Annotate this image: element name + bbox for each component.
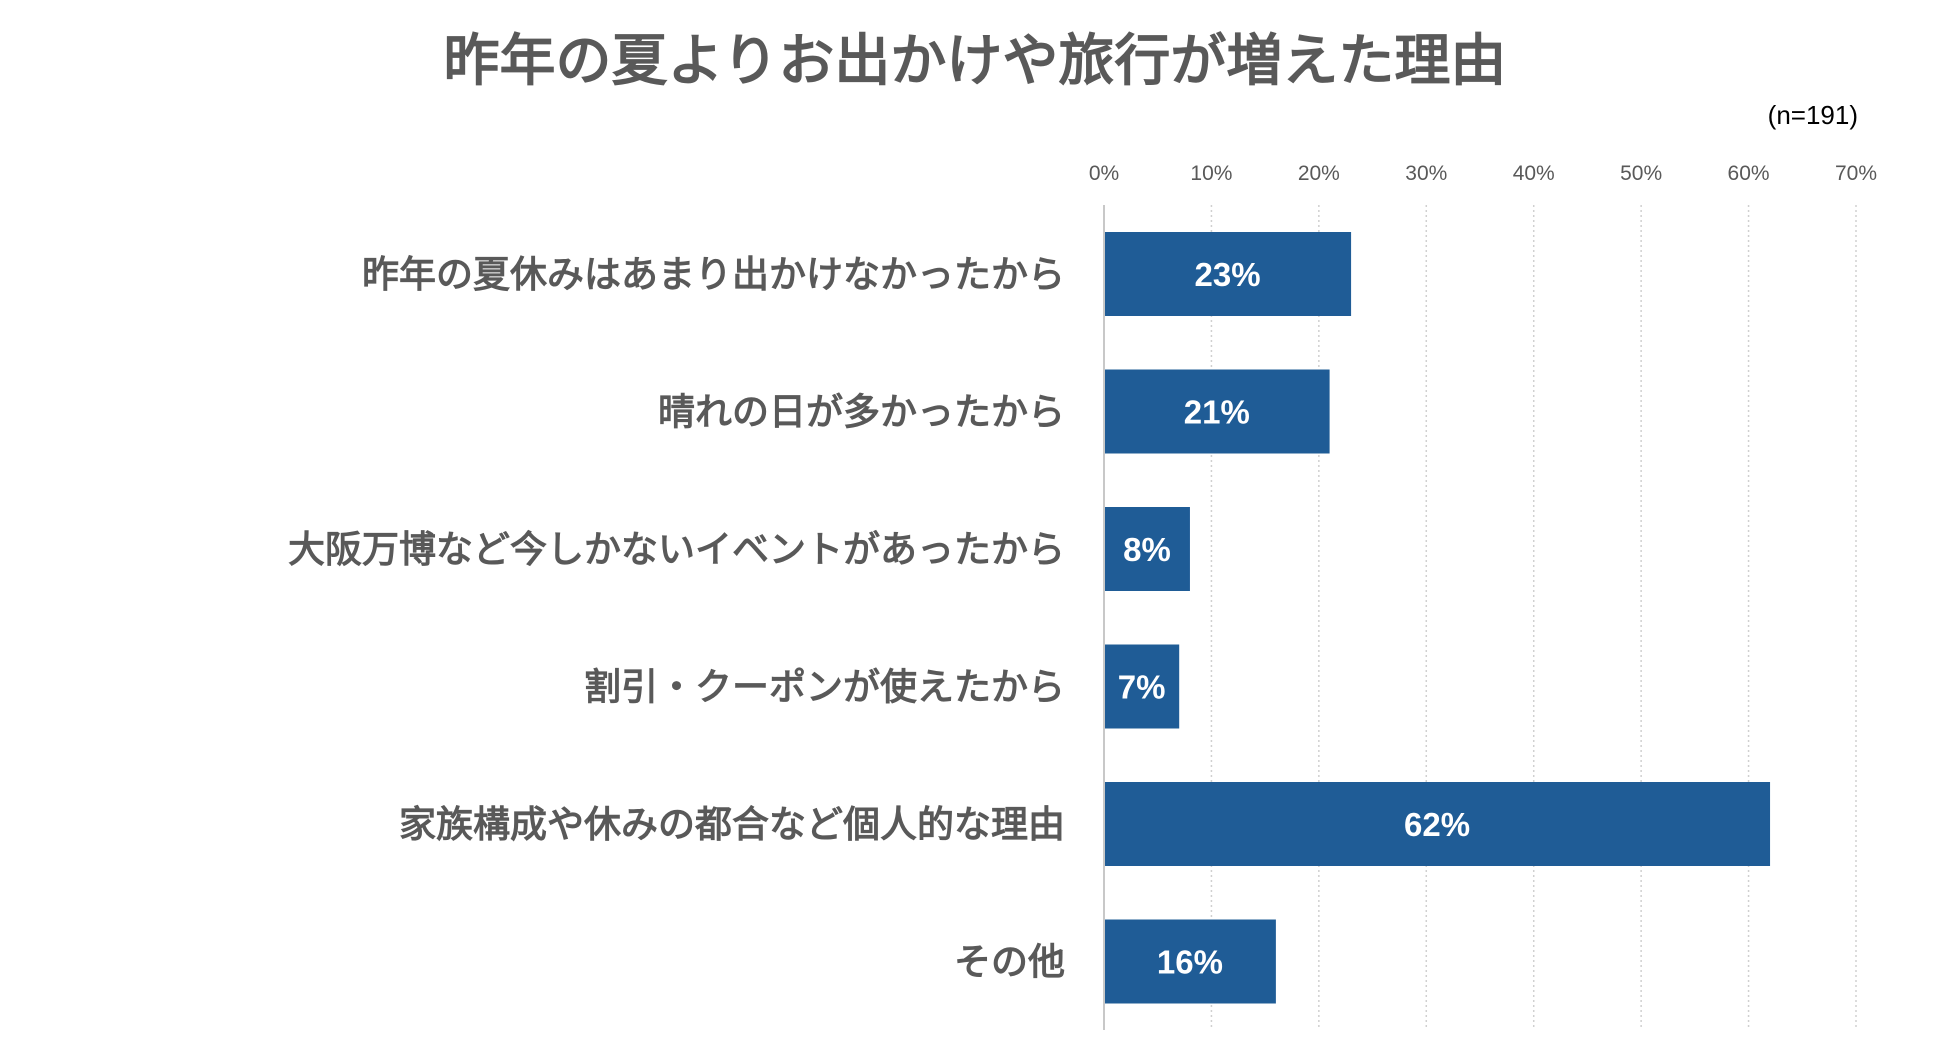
bars: 23% 21% 8% 7% 62% 16%: [1104, 232, 1771, 1004]
data-label: 8%: [1123, 531, 1171, 568]
category-labels: 昨年の夏休みはあまり出かけなかったから晴れの日が多かったから大阪万博など今しかな…: [288, 253, 1065, 984]
x-tick-label: 20%: [1298, 162, 1340, 185]
x-tick-label: 50%: [1620, 162, 1662, 185]
x-tick-label: 60%: [1728, 162, 1770, 185]
x-tick-label: 10%: [1190, 162, 1232, 185]
data-label: 7%: [1118, 669, 1166, 706]
category-label: 割引・クーポンが使えたから: [584, 666, 1065, 709]
chart-title: 昨年の夏よりお出かけや旅行が増えた理由: [444, 29, 1507, 94]
category-label: 昨年の夏休みはあまり出かけなかったから: [362, 253, 1065, 296]
data-label: 23%: [1195, 256, 1261, 293]
x-axis-ticks: 0% 10% 20% 30% 40% 50% 60% 70%: [1089, 162, 1877, 185]
x-tick-label: 30%: [1405, 162, 1447, 185]
gridlines: [1210, 205, 1857, 1030]
bar: [1104, 644, 1180, 729]
bar: [1104, 919, 1276, 1004]
data-label: 62%: [1404, 806, 1470, 843]
x-tick-label: 70%: [1835, 162, 1877, 185]
category-label: 大阪万博など今しかないイベントがあったから: [288, 528, 1065, 571]
sample-size-note: (n=191): [1768, 100, 1858, 130]
data-label: 16%: [1157, 944, 1223, 981]
data-label: 21%: [1184, 394, 1250, 431]
category-label: 晴れの日が多かったから: [658, 391, 1065, 434]
category-label: その他: [954, 941, 1065, 984]
bar: [1104, 782, 1771, 866]
bar: [1104, 507, 1190, 591]
bar: [1104, 369, 1330, 454]
x-tick-label: 40%: [1513, 162, 1555, 185]
bar: [1104, 232, 1352, 316]
x-tick-label: 0%: [1089, 162, 1119, 185]
category-label: 家族構成や休みの都合など個人的な理由: [399, 803, 1065, 846]
